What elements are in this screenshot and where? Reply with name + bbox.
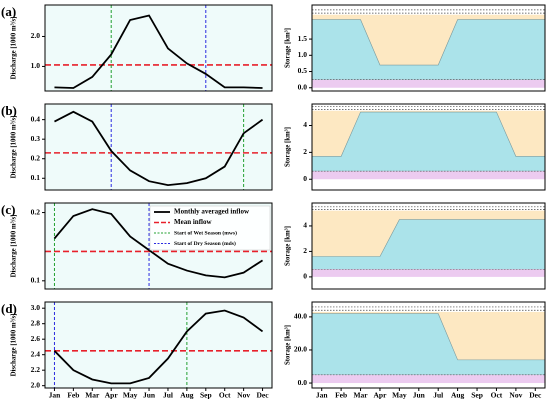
- storage-area: [312, 19, 545, 80]
- x-tick-label: May: [392, 391, 407, 400]
- x-tick-label: Oct: [219, 391, 231, 400]
- plot-frame: [311, 103, 546, 191]
- inflow-line: [53, 208, 264, 279]
- legend-box: [149, 205, 271, 251]
- plot-frame: [44, 4, 273, 92]
- y-tick-label: 2.8: [31, 318, 41, 327]
- x-tick-label: Feb: [335, 391, 347, 400]
- panel-label: (d): [1, 301, 17, 316]
- x-tick-label: Jul: [433, 391, 443, 400]
- plot-frame: [311, 301, 546, 389]
- x-tick-label: Nov: [509, 391, 522, 400]
- y-axis-label: Storage [km³]: [285, 226, 292, 266]
- panel-label: (b): [1, 103, 17, 118]
- storage-area: [312, 111, 545, 172]
- plot-frame: [44, 301, 273, 389]
- x-tick-label: Apr: [373, 391, 387, 400]
- plot-area: [312, 203, 545, 289]
- inflow-line: [53, 309, 264, 385]
- y-tick-label: 0.1: [31, 276, 41, 285]
- y-tick-label: 2: [303, 246, 307, 255]
- dead-storage: [312, 171, 545, 180]
- y-tick-label: 0.5: [298, 66, 308, 75]
- plot-area: [312, 302, 545, 388]
- y-tick-label: 40.0: [294, 312, 307, 321]
- inflow-line: [54, 14, 263, 89]
- y-tick-label: 2.4: [31, 349, 41, 358]
- x-tick-label: Dec: [257, 391, 270, 400]
- y-tick-label: 20.0: [294, 345, 307, 354]
- x-tick-label: Jun: [413, 391, 426, 400]
- y-tick-label: 0.0: [298, 82, 308, 91]
- dead-storage: [312, 79, 545, 88]
- legend-label: Start of Dry Season (mds): [174, 240, 236, 247]
- y-tick-label: 0.2: [31, 207, 41, 216]
- y-axis-label: Discharge [1000 m³/s]: [11, 215, 18, 278]
- plot-area: [312, 5, 545, 91]
- y-tick-label: 4: [303, 221, 307, 230]
- storage-area: [312, 219, 545, 270]
- y-axis-label: Storage [km³]: [285, 325, 292, 365]
- x-tick-label: Dec: [529, 391, 542, 400]
- y-tick-label: 2.2: [31, 365, 41, 374]
- y-axis-label: Discharge [1000 m³/s]: [11, 17, 18, 80]
- legend-label: Mean inflow: [174, 218, 212, 226]
- x-tick-label: Aug: [180, 391, 194, 400]
- panel-label: (c): [1, 202, 15, 217]
- x-tick-label: Jan: [316, 391, 329, 400]
- y-axis-label: Discharge [1000 m³/s]: [11, 314, 18, 377]
- y-tick-label: 0.1: [31, 173, 41, 182]
- y-tick-label: 4: [303, 120, 307, 129]
- y-axis-label: Storage [km³]: [285, 127, 292, 167]
- x-tick-label: Oct: [491, 391, 503, 400]
- y-tick-label: 0.3: [31, 134, 41, 143]
- plot-area: [45, 104, 272, 190]
- x-tick-label: Mar: [85, 391, 100, 400]
- y-tick-label: 0: [303, 174, 307, 183]
- plot-background: [45, 104, 272, 190]
- y-tick-label: 0.2: [31, 153, 41, 162]
- y-tick-label: 2.0: [31, 31, 41, 40]
- storage-area: [312, 313, 545, 376]
- y-tick-label: 2.0: [31, 380, 41, 389]
- x-tick-label: Jan: [49, 391, 62, 400]
- y-tick-label: 1.0: [298, 50, 308, 59]
- legend-label: Monthly averaged inflow: [174, 208, 250, 216]
- x-tick-label: Sep: [200, 391, 212, 400]
- y-tick-label: 2.6: [31, 334, 41, 343]
- dead-storage: [312, 374, 545, 384]
- plot-area: [45, 5, 272, 91]
- plot-background: [45, 302, 272, 388]
- plot-area: [312, 104, 545, 190]
- y-tick-label: 0.4: [31, 114, 41, 123]
- panel-label: (a): [1, 4, 16, 19]
- legend-label: Start of Wet Season (mws): [174, 229, 237, 236]
- y-axis-label: Storage [km³]: [285, 28, 292, 68]
- x-tick-label: Apr: [105, 391, 119, 400]
- y-tick-label: 3.0: [31, 303, 41, 312]
- plot-frame: [311, 4, 546, 92]
- plot-frame: [44, 202, 273, 290]
- x-tick-label: May: [123, 391, 138, 400]
- y-tick-label: 0.0: [298, 378, 308, 387]
- plot-frame: [311, 202, 546, 290]
- y-tick-label: 2: [303, 147, 307, 156]
- x-tick-label: Nov: [237, 391, 250, 400]
- plot-frame: [44, 103, 273, 191]
- plot-background: [45, 5, 272, 91]
- plot-area: [45, 302, 272, 388]
- x-tick-label: Jun: [143, 391, 156, 400]
- x-tick-label: Mar: [353, 391, 368, 400]
- dead-storage: [312, 269, 545, 277]
- y-tick-label: 0: [303, 272, 307, 281]
- x-tick-label: Sep: [471, 391, 483, 400]
- x-tick-label: Jul: [163, 391, 173, 400]
- y-axis-label: Discharge [1000 m³/s]: [11, 116, 18, 179]
- x-tick-label: Aug: [451, 391, 465, 400]
- inflow-line: [54, 110, 264, 187]
- y-tick-label: 1.5: [298, 34, 308, 43]
- y-tick-label: 1.0: [31, 61, 41, 70]
- x-tick-label: Feb: [67, 391, 79, 400]
